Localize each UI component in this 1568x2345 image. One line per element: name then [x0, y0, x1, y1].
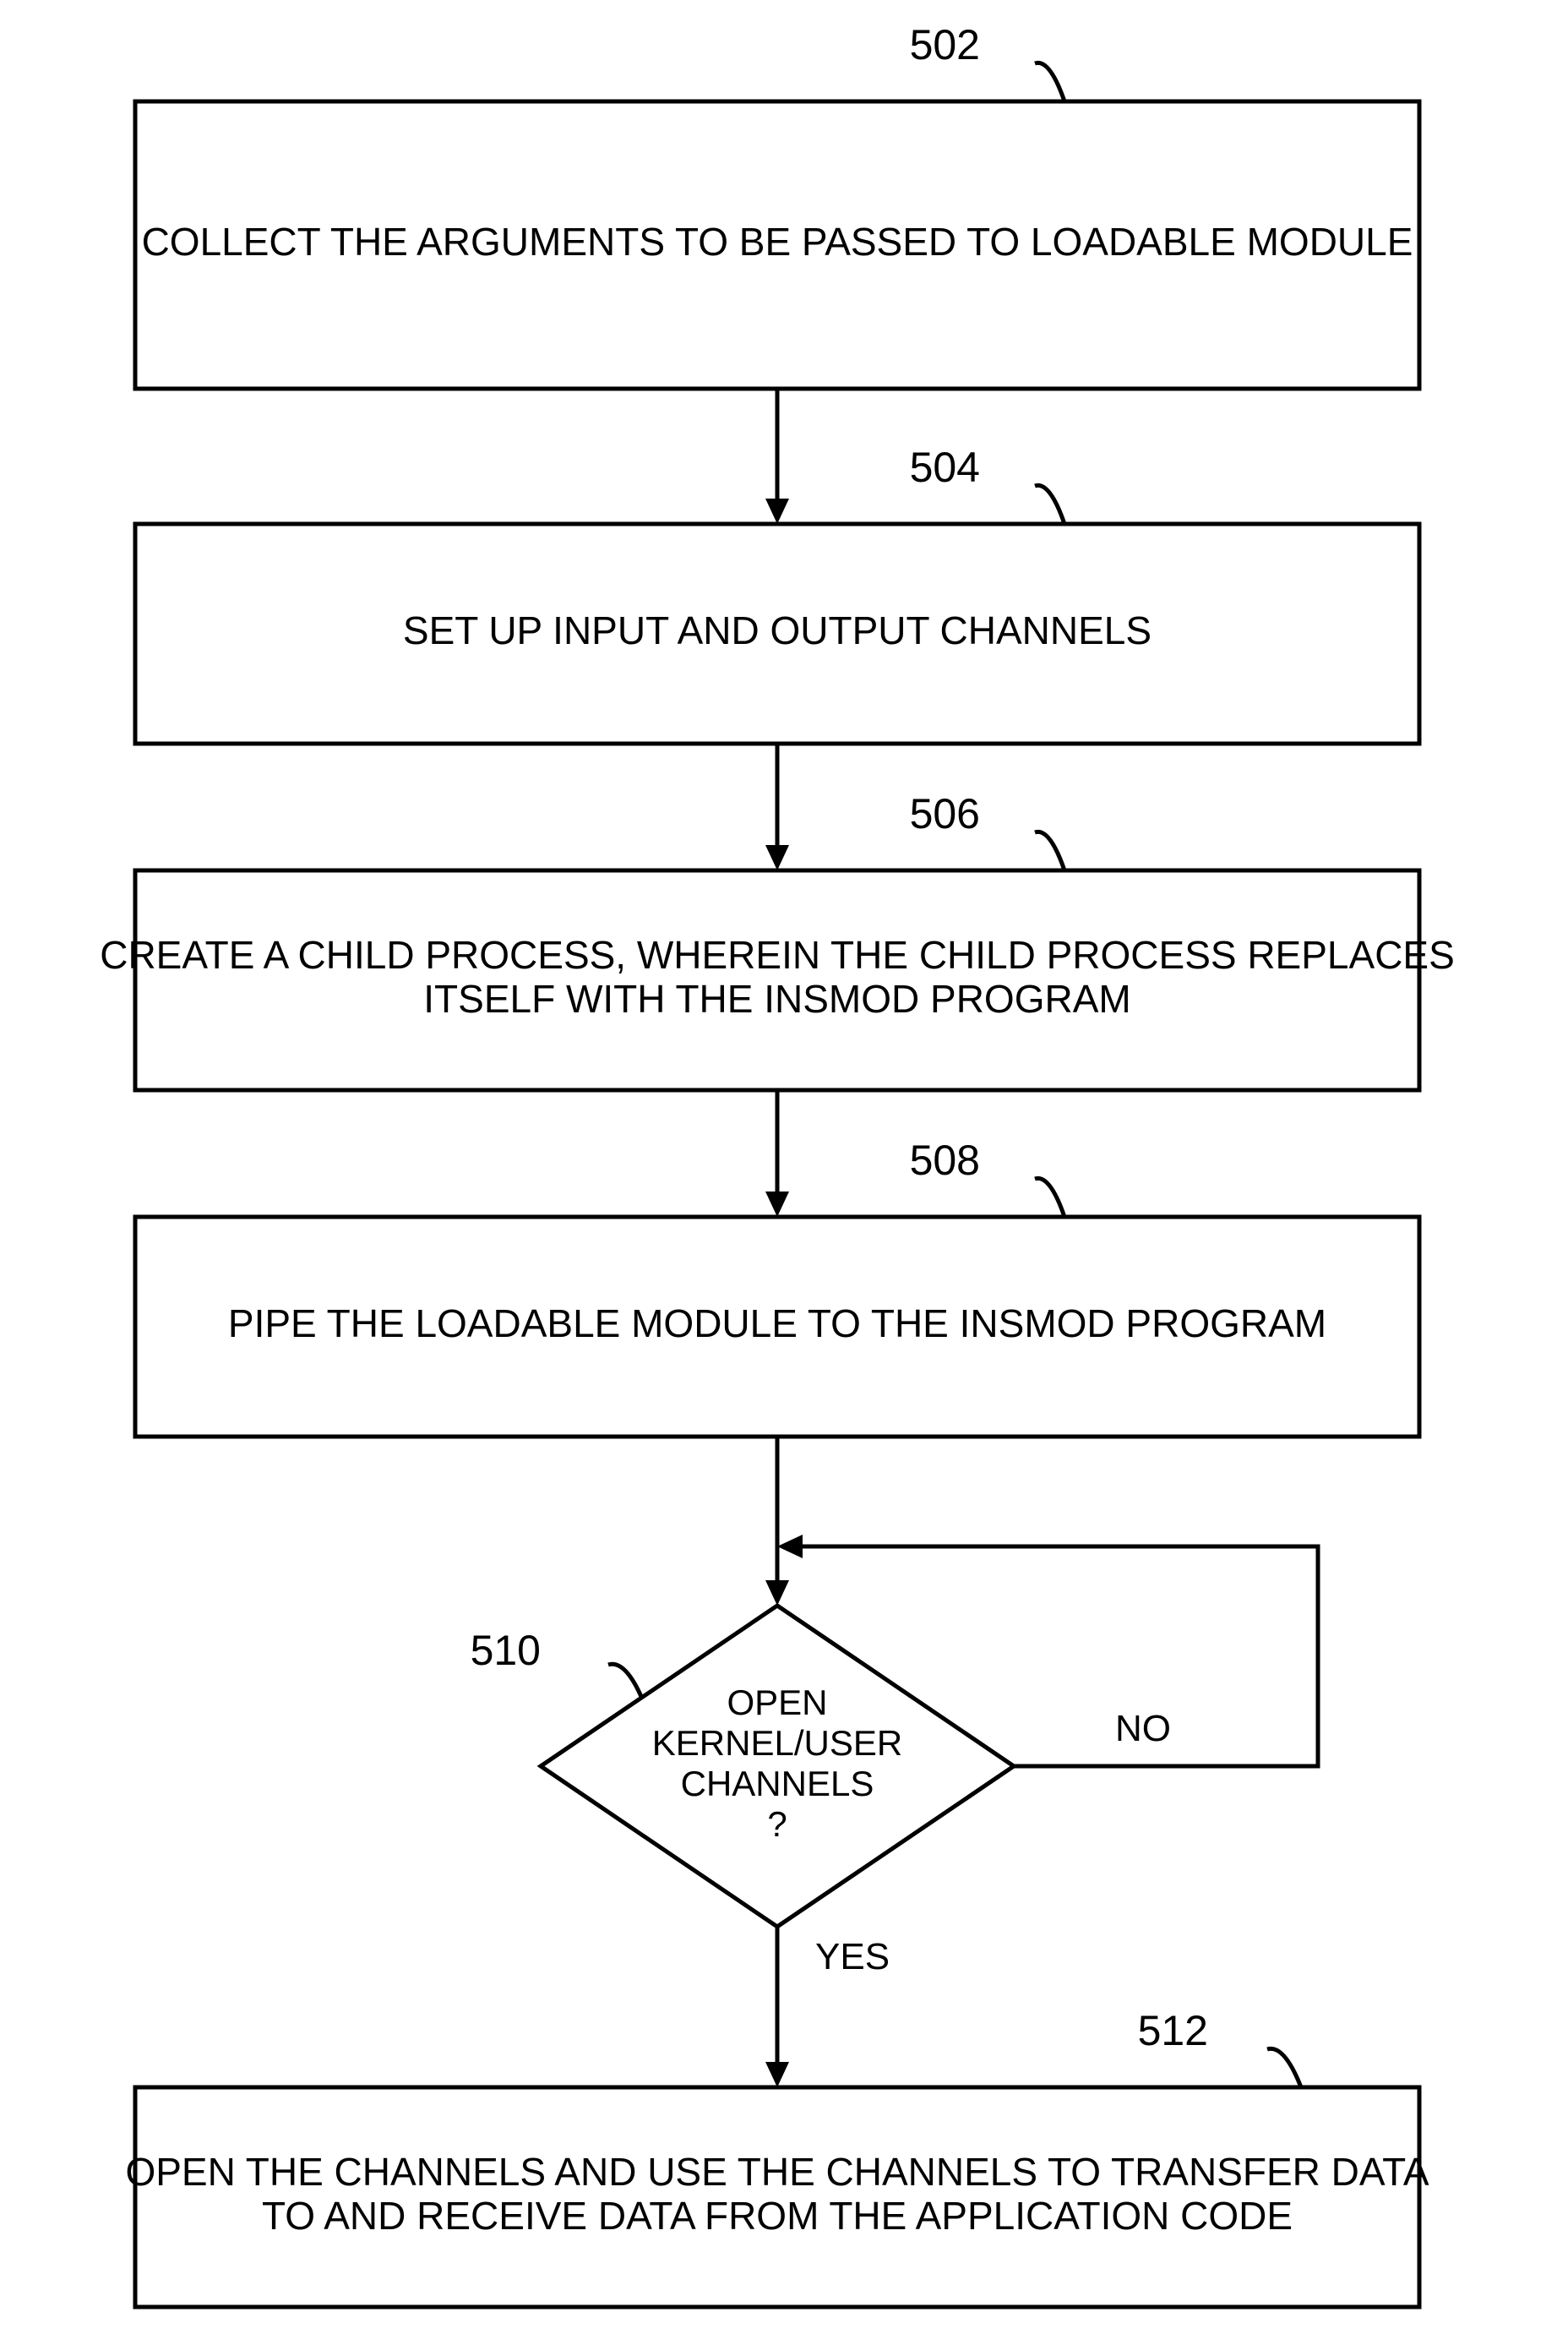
node-n510: OPENKERNEL/USERCHANNELS? 510	[471, 1606, 1014, 1927]
ref-tick-n502	[1035, 63, 1064, 101]
node-text-n504-line0: SET UP INPUT AND OUTPUT CHANNELS	[403, 608, 1152, 652]
node-text-n508-line0: PIPE THE LOADABLE MODULE TO THE INSMOD P…	[228, 1301, 1326, 1345]
ref-tick-n512	[1267, 2048, 1301, 2087]
node-n502: COLLECT THE ARGUMENTS TO BE PASSED TO LO…	[135, 21, 1419, 389]
ref-tick-n510	[608, 1664, 642, 1699]
flowchart-canvas: YES NO COLLECT THE ARGUMENTS TO BE PASSED …	[0, 0, 1568, 2345]
node-text-n506-line1: ITSELF WITH THE INSMOD PROGRAM	[423, 977, 1130, 1021]
node-text-n512-line1: TO AND RECEIVE DATA FROM THE APPLICATION…	[262, 2194, 1293, 2238]
node-text-n510-line2: CHANNELS	[681, 1764, 874, 1803]
node-text-n512-line0: OPEN THE CHANNELS AND USE THE CHANNELS T…	[125, 2150, 1429, 2194]
ref-label-n504: 504	[910, 444, 980, 491]
node-text-n510-line0: OPEN	[727, 1682, 827, 1722]
ref-tick-n504	[1035, 485, 1064, 524]
edge-label-e5: YES	[815, 1936, 890, 1977]
ref-label-n510: 510	[471, 1627, 541, 1674]
ref-label-n502: 502	[910, 21, 980, 68]
edge-label-e6: NO	[1115, 1708, 1171, 1749]
node-text-n510-line1: KERNEL/USER	[652, 1723, 902, 1763]
ref-label-n508: 508	[910, 1137, 980, 1184]
node-text-n506-line0: CREATE A CHILD PROCESS, WHEREIN THE CHIL…	[100, 933, 1455, 977]
node-text-n510-line3: ?	[767, 1804, 787, 1844]
ref-label-n506: 506	[910, 790, 980, 837]
ref-tick-n508	[1035, 1178, 1064, 1217]
node-text-n502-line0: COLLECT THE ARGUMENTS TO BE PASSED TO LO…	[142, 220, 1413, 264]
ref-tick-n506	[1035, 832, 1064, 870]
ref-label-n512: 512	[1138, 2007, 1208, 2054]
